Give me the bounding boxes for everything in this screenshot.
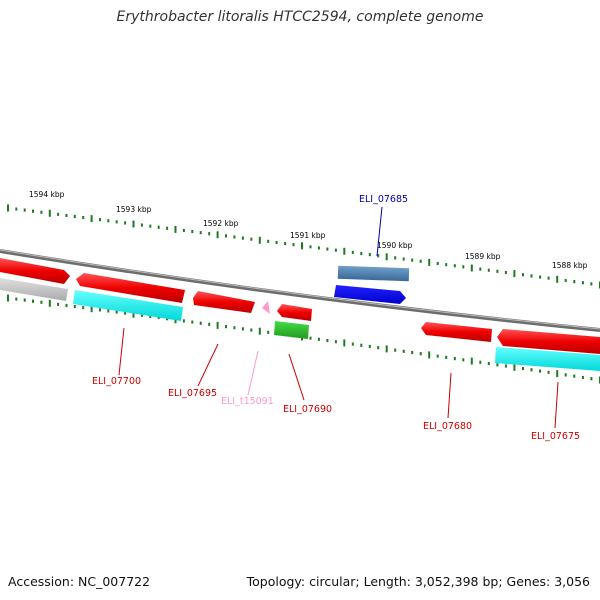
leader-eli-07685 bbox=[376, 206, 383, 257]
label-eli-07685[interactable]: ELI_07685 bbox=[359, 194, 408, 205]
scale-label-1591: 1591 kbp bbox=[290, 231, 326, 240]
label-eli-t15091[interactable]: ELI_t15091 bbox=[221, 396, 274, 407]
gene-arrow-left-edge[interactable] bbox=[0, 258, 70, 284]
scale-label-1588: 1588 kbp bbox=[552, 261, 588, 270]
genome-backbone bbox=[0, 249, 600, 332]
label-eli-07690[interactable]: ELI_07690 bbox=[283, 404, 332, 415]
label-eli-07680[interactable]: ELI_07680 bbox=[423, 421, 472, 432]
rna-arrow-eli-t15091[interactable] bbox=[262, 301, 270, 314]
match-eli-07675[interactable] bbox=[495, 347, 600, 371]
label-eli-07700[interactable]: ELI_07700 bbox=[92, 376, 141, 387]
genome-title: Erythrobacter litoralis HTCC2594, comple… bbox=[116, 9, 484, 25]
accession-text: Accession: NC_007722 bbox=[8, 574, 151, 589]
feature-eli-07685-match[interactable] bbox=[337, 265, 410, 282]
scale-label-1594: 1594 kbp bbox=[29, 190, 65, 199]
leader-eli-07690 bbox=[288, 353, 305, 401]
leader-eli-07700 bbox=[118, 327, 125, 376]
scale-label-1592: 1592 kbp bbox=[203, 219, 239, 228]
label-eli-07695[interactable]: ELI_07695 bbox=[168, 388, 217, 399]
scale-ticks bbox=[7, 204, 600, 384]
gene-arrow-eli-07690[interactable] bbox=[277, 304, 312, 321]
leader-eli-07680 bbox=[447, 372, 452, 419]
scale-labels: 1594 kbp 1593 kbp 1592 kbp 1591 kbp 1590… bbox=[29, 190, 588, 270]
leader-eli-07675 bbox=[554, 381, 559, 429]
feature-eli-07685-arrow[interactable] bbox=[334, 285, 406, 304]
scale-label-1589: 1589 kbp bbox=[465, 252, 501, 261]
leader-eli-t15091 bbox=[247, 350, 259, 396]
feature-labels: ELI_07700 ELI_07695 ELI_t15091 ELI_07690… bbox=[92, 194, 580, 442]
scale-label-1593: 1593 kbp bbox=[116, 205, 152, 214]
gene-arrow-eli-07700[interactable] bbox=[76, 273, 185, 303]
match-eli-07700[interactable] bbox=[73, 290, 183, 321]
leader-lines bbox=[118, 206, 559, 429]
gene-arrow-eli-07695[interactable] bbox=[193, 291, 255, 313]
scale-label-1590: 1590 kbp bbox=[377, 241, 413, 250]
gene-arrow-eli-07675[interactable] bbox=[497, 329, 600, 354]
leader-eli-07695 bbox=[197, 343, 219, 387]
genome-summary-text: Topology: circular; Length: 3,052,398 bp… bbox=[246, 574, 590, 589]
label-eli-07675[interactable]: ELI_07675 bbox=[531, 431, 580, 442]
genome-backbone-highlight bbox=[0, 249, 600, 330]
gene-arrow-eli-07680[interactable] bbox=[421, 322, 492, 342]
match-eli-07690[interactable] bbox=[274, 321, 309, 339]
pseudo-match-left-edge[interactable] bbox=[0, 278, 68, 301]
